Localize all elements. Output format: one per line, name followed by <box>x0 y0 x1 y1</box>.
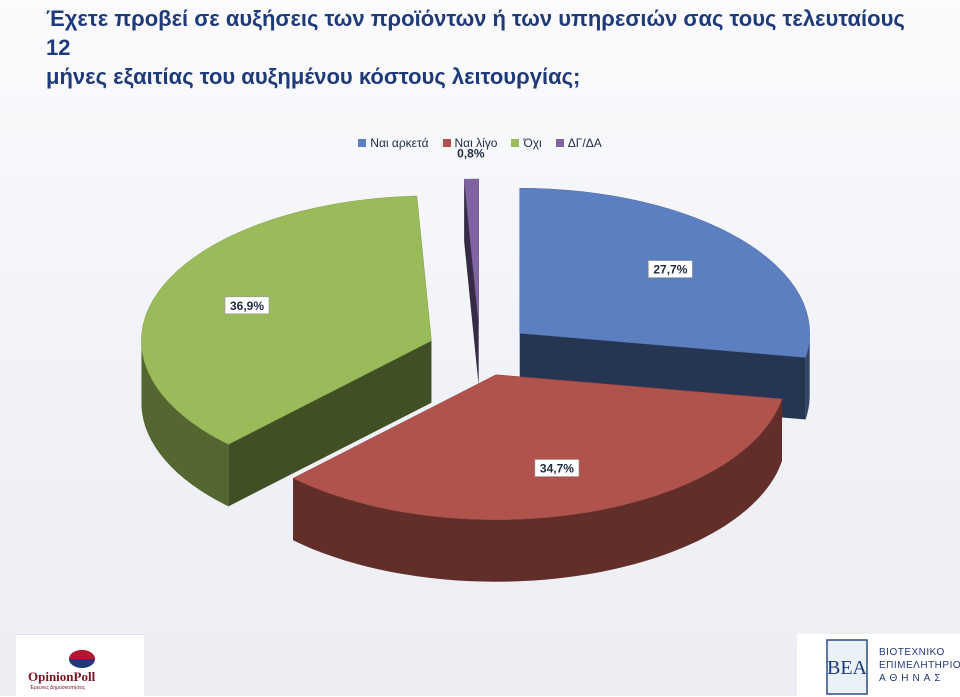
pie-slice-1 <box>292 374 783 520</box>
bea-name: ΒΙΟΤΕΧΝΙΚΟ ΕΠΙΜΕΛΗΤΗΡΙΟ ΑΘΗΝΑΣ <box>879 646 960 685</box>
legend-item-nai-ligo: Ναι λίγο <box>442 136 498 150</box>
pie-data-label-box <box>534 459 580 477</box>
chart-legend: Ναι αρκετά Ναι λίγο Όχι ΔΓ/ΔΑ <box>0 136 960 150</box>
bea-logo: ΒΕΑ ΒΙΟΤΕΧΝΙΚΟ ΕΠΙΜΕΛΗΤΗΡΙΟ ΑΘΗΝΑΣ <box>797 634 960 696</box>
legend-item-ochi: Όχι <box>511 136 542 150</box>
pie-data-label: 34,7% <box>534 459 580 477</box>
legend-label: Όχι <box>523 136 542 150</box>
legend-swatch <box>511 139 520 147</box>
pie-data-label: 27,7% <box>648 260 693 278</box>
pie-slice-edge <box>141 344 229 507</box>
pie-data-label: 0,8% <box>457 146 485 160</box>
pie-data-label-text: 27,7% <box>653 263 687 277</box>
legend-item-dg-da: ΔΓ/ΔΑ <box>555 136 602 150</box>
pie-data-label-box <box>648 260 693 278</box>
pie-slice-3 <box>463 178 479 325</box>
legend-label: ΔΓ/ΔΑ <box>567 136 602 150</box>
legend-swatch <box>358 139 367 147</box>
bea-mark: ΒΕΑ <box>827 657 868 679</box>
chart-title: Έχετε προβεί σε αυξήσεις των προϊόντων ή… <box>46 4 926 91</box>
pie-slice-wall <box>228 340 432 507</box>
pie-data-label: 36,9% <box>224 296 270 315</box>
pie-slice-2 <box>141 195 432 445</box>
pie-data-label-text: 36,9% <box>230 299 264 313</box>
chart-title-line-1: Έχετε προβεί σε αυξήσεις των προϊόντων ή… <box>46 6 905 60</box>
pie-data-label-box <box>224 296 270 315</box>
bea-name-line-3: ΑΘΗΝΑΣ <box>879 673 945 684</box>
bea-name-line-2: ΕΠΙΜΕΛΗΤΗΡΙΟ <box>879 660 960 671</box>
legend-swatch <box>555 139 564 147</box>
bea-name-line-1: ΒΙΟΤΕΧΝΙΚΟ <box>879 647 945 658</box>
opinionpoll-emblem-icon <box>69 650 95 668</box>
pie-slice-edge <box>805 331 810 420</box>
opinionpoll-tagline: Έρευνες Δημοσκοπήσεις <box>30 685 86 691</box>
pie-slice-edge <box>293 398 782 582</box>
legend-swatch <box>442 139 451 147</box>
legend-item-nai-arketa: Ναι αρκετά <box>358 136 429 150</box>
bea-emblem-icon: ΒΕΑ <box>826 639 868 695</box>
pie-slice-wall <box>464 179 479 387</box>
opinionpoll-logo: OpinionPoll Έρευνες Δημοσκοπήσεις <box>16 634 144 697</box>
opinionpoll-name: OpinionPoll <box>28 669 96 684</box>
pie-data-labels: 27,7% 34,7% 36,9% 0,8% <box>224 146 693 477</box>
legend-label: Ναι λίγο <box>454 136 498 150</box>
pie-data-label-text: 34,7% <box>540 462 574 476</box>
pie-data-label-text: 0,8% <box>457 146 485 160</box>
chart-title-line-2: μήνες εξαιτίας του αυξημένου κόστους λει… <box>46 64 581 89</box>
legend-label: Ναι αρκετά <box>370 136 429 150</box>
